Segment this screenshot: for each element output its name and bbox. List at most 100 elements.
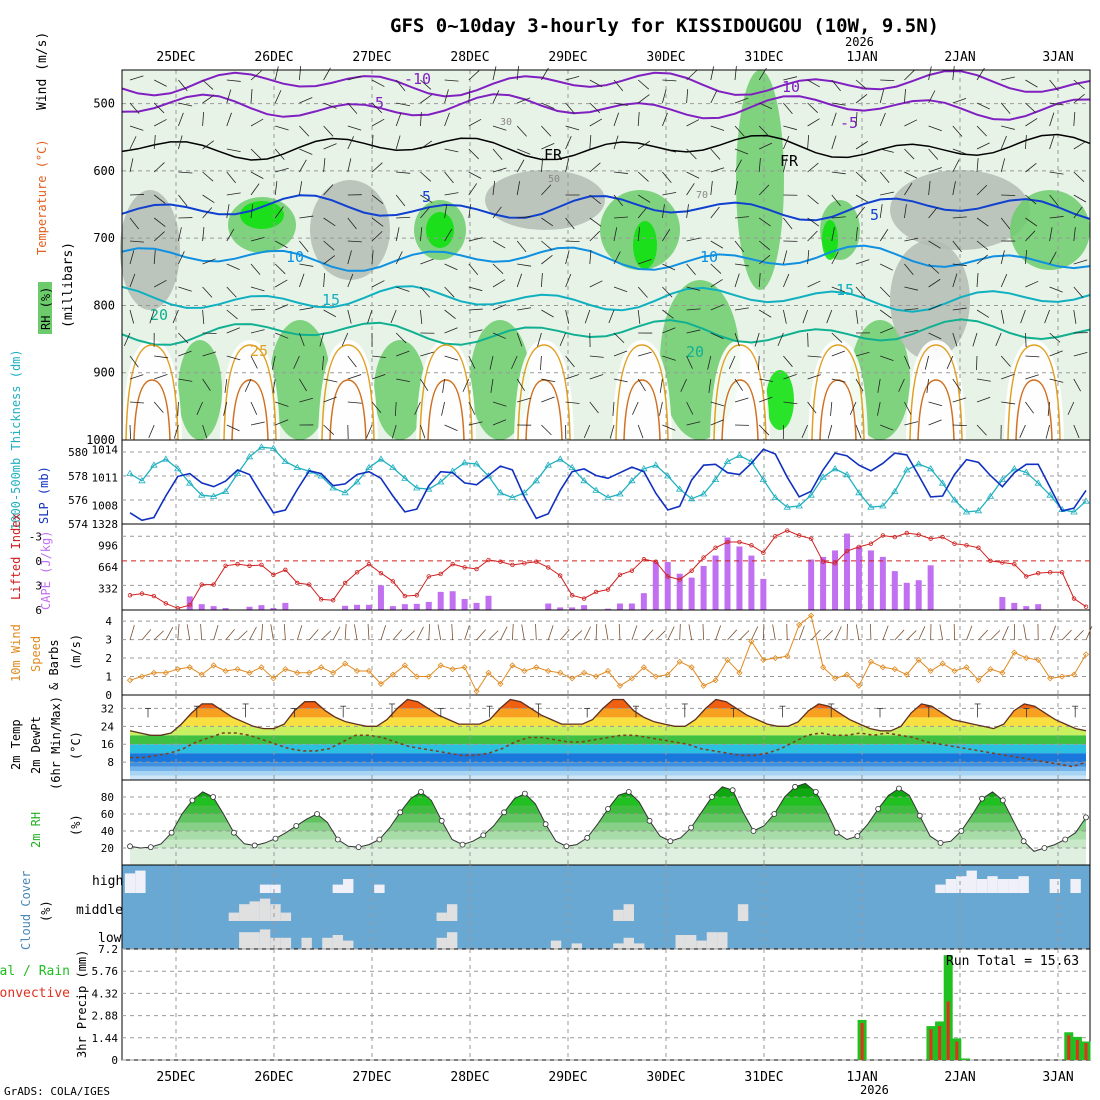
upper-barb-75 bbox=[976, 102, 990, 110]
upper-barb-606 bbox=[275, 419, 289, 426]
precip-tick-0: 0 bbox=[111, 1054, 118, 1067]
upper-barb-614 bbox=[468, 421, 483, 426]
cloud-low-bar-21 bbox=[343, 940, 354, 949]
contour-label-0: -10 bbox=[404, 70, 431, 88]
upper-barb-581 bbox=[632, 401, 639, 415]
li-tick--3: -3 bbox=[29, 530, 42, 543]
top-date-26DEC: 26DEC bbox=[254, 50, 293, 65]
upper-barb-4 bbox=[226, 79, 241, 82]
precip-total-bar-97 bbox=[960, 1058, 970, 1060]
upper-barb-213 bbox=[444, 192, 459, 196]
upper-ytick-600: 600 bbox=[93, 164, 115, 178]
thickness-point-23 bbox=[401, 474, 409, 481]
upper-barb-250 bbox=[371, 217, 384, 227]
upper-barb-341 bbox=[638, 258, 652, 265]
upper-barb-188 bbox=[807, 162, 819, 173]
upper-barb-54 bbox=[468, 89, 471, 104]
li-point-5 bbox=[187, 602, 192, 608]
cape-bar-27 bbox=[449, 591, 456, 610]
upper-barb-258 bbox=[565, 217, 575, 230]
upper-barb-286 bbox=[275, 240, 288, 249]
upper-barb-556 bbox=[1001, 373, 1015, 380]
wind10m-barb-21 bbox=[380, 625, 387, 641]
temp-contour-20 bbox=[121, 318, 1091, 346]
wind10m-barb-44 bbox=[655, 630, 666, 641]
upper-barb-378 bbox=[565, 273, 572, 288]
wind10m-point-16 bbox=[318, 664, 325, 671]
upper-barb-162 bbox=[178, 171, 193, 174]
upper-barb-482 bbox=[178, 350, 192, 357]
bottom-date-2JAN: 2JAN bbox=[944, 1070, 975, 1085]
warm-bubble-4 bbox=[514, 340, 574, 440]
upper-barb-620 bbox=[609, 424, 615, 439]
upper-barb-130 bbox=[371, 135, 374, 150]
cape-tick-332: 332 bbox=[98, 583, 118, 596]
upper-barb-589 bbox=[830, 401, 833, 416]
wind10m-barb-10 bbox=[249, 626, 257, 641]
upper-barb-174 bbox=[468, 171, 482, 179]
upper-barb-270 bbox=[855, 206, 865, 219]
thick-tick-580: 580 bbox=[68, 446, 88, 459]
upper-barb-200 bbox=[129, 194, 145, 196]
upper-barb-276 bbox=[1000, 217, 1011, 230]
wind10m-point-11 bbox=[258, 664, 265, 671]
upper-barb-387 bbox=[783, 273, 790, 288]
cloud-high-bar-84 bbox=[997, 879, 1009, 893]
upper-barb-172 bbox=[420, 171, 432, 182]
wind10m-point-67 bbox=[927, 667, 934, 675]
upper-barb-124 bbox=[226, 148, 241, 152]
upper-barb-340 bbox=[613, 251, 621, 265]
wind10m-point-22 bbox=[389, 671, 396, 678]
cloud-high-bar-13 bbox=[259, 884, 271, 893]
thickness-point-79 bbox=[1070, 508, 1078, 515]
upper-barb-439 bbox=[1073, 309, 1077, 324]
li-point-24 bbox=[414, 593, 419, 598]
upper-barb-160 bbox=[129, 158, 134, 173]
upper-barb-539 bbox=[589, 374, 604, 380]
wind10m-point-33 bbox=[521, 667, 528, 675]
lifted-index-label: Lifted Index bbox=[9, 513, 23, 600]
upper-barb-244 bbox=[226, 204, 230, 219]
upper-barb-490 bbox=[371, 355, 386, 358]
thickness-point-40 bbox=[604, 493, 612, 500]
upper-barb-203 bbox=[202, 194, 215, 204]
upper-barb-237 bbox=[1025, 194, 1037, 205]
rh-contour-label-1: 50 bbox=[548, 174, 560, 185]
wind10m-barb-41 bbox=[618, 624, 621, 641]
upper-barb-564 bbox=[223, 401, 228, 416]
cloud-low-bar-43 bbox=[571, 943, 583, 949]
cape-bar-51 bbox=[736, 546, 743, 610]
li-point-53 bbox=[761, 550, 766, 555]
upper-barb-32 bbox=[904, 69, 915, 81]
upper-barb-105 bbox=[734, 125, 745, 137]
upper-barb-31 bbox=[880, 79, 895, 82]
li-point-79 bbox=[1071, 596, 1077, 601]
upper-barb-187 bbox=[783, 158, 788, 173]
upper-barb-397 bbox=[1025, 280, 1039, 288]
upper-barb-176 bbox=[516, 159, 525, 173]
upper-barb-48 bbox=[323, 102, 337, 109]
upper-barb-248 bbox=[323, 217, 336, 227]
upper-barb-177 bbox=[541, 158, 544, 173]
rh-point-42 bbox=[563, 843, 570, 850]
upper-barb-412 bbox=[420, 309, 423, 324]
cloud-high-bar-79 bbox=[945, 879, 957, 893]
thickness-point-60 bbox=[843, 471, 851, 478]
upper-barb-365 bbox=[250, 286, 265, 292]
li-point-62 bbox=[868, 541, 874, 546]
wind10m-barb-65 bbox=[906, 630, 917, 641]
warm-bubble-3 bbox=[416, 340, 476, 440]
upper-barb-494 bbox=[468, 355, 476, 369]
upper-barb-456 bbox=[516, 332, 523, 347]
temp-contour-30-0 bbox=[133, 379, 171, 441]
wind10m-barb-47 bbox=[688, 624, 693, 641]
upper-barb-87 bbox=[299, 125, 310, 137]
cloud-middle-bar-31 bbox=[446, 904, 458, 921]
wind10m-point-73 bbox=[999, 669, 1006, 676]
upper-barb-281 bbox=[153, 231, 165, 242]
wind10m-point-34 bbox=[533, 664, 540, 671]
wind10m-point-44 bbox=[652, 673, 659, 680]
cape-bar-21 bbox=[377, 585, 384, 610]
li-point-42 bbox=[629, 568, 635, 573]
li-point-60 bbox=[844, 548, 850, 554]
